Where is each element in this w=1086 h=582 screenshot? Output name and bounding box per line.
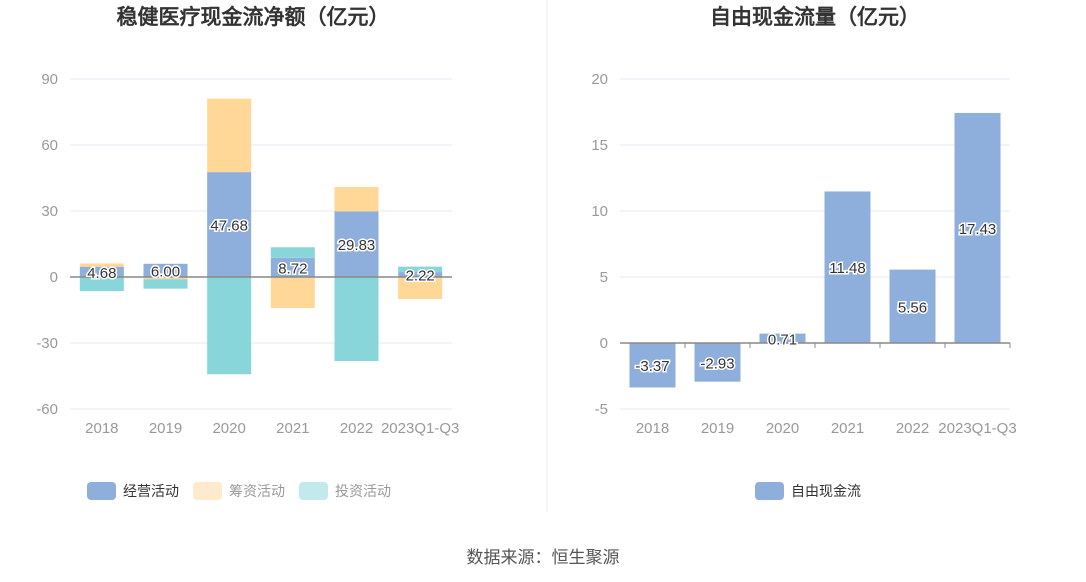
bar-自由现金流 [759, 333, 806, 343]
bar-投资活动 [334, 277, 379, 362]
y-tick-label: 0 [600, 335, 608, 352]
bar-经营活动 [270, 257, 315, 277]
x-tick-label: 2020 [212, 420, 245, 437]
bar-筹资活动 [79, 263, 124, 267]
bar-经营活动 [207, 172, 252, 277]
bar-筹资活动 [334, 186, 379, 212]
x-tick-label: 2019 [149, 420, 182, 437]
bar-筹资活动 [207, 98, 252, 173]
bar-自由现金流 [824, 191, 871, 343]
x-tick-label: 2019 [701, 420, 734, 437]
y-tick-label: -30 [36, 335, 58, 352]
y-tick-label: -60 [36, 401, 58, 418]
bar-投资活动 [398, 266, 443, 273]
legend-swatch [755, 482, 784, 500]
bar-经营活动 [79, 266, 124, 277]
data-label: -3.37 [635, 358, 669, 375]
x-tick-label: 2023Q1-Q3 [381, 420, 459, 437]
legend-swatch [193, 482, 222, 500]
data-label: 47.68 [210, 218, 248, 235]
data-label: 4.68 [87, 265, 116, 282]
x-tick-label: 2020 [766, 420, 799, 437]
bar-筹资活动 [143, 277, 188, 280]
x-tick-label: 2023Q1-Q3 [938, 420, 1016, 437]
legend-swatch [299, 482, 328, 500]
bar-自由现金流 [629, 343, 676, 388]
legend-label: 自由现金流 [791, 483, 861, 499]
bar-投资活动 [207, 277, 252, 375]
legend-label: 筹资活动 [229, 483, 285, 499]
bar-自由现金流 [889, 269, 936, 343]
chart-title: 稳健医疗现金流净额（亿元） [117, 5, 390, 29]
bar-投资活动 [143, 279, 188, 289]
x-tick-label: 2021 [831, 420, 864, 437]
y-tick-label: 20 [591, 71, 608, 88]
x-tick-label: 2022 [896, 420, 929, 437]
y-tick-label: 60 [41, 137, 58, 154]
x-tick-label: 2018 [85, 420, 118, 437]
data-label: 6.00 [151, 263, 180, 280]
y-tick-label: 30 [41, 203, 58, 220]
data-label: 5.56 [898, 299, 927, 316]
y-tick-label: 0 [50, 269, 58, 286]
data-label: 2.22 [406, 268, 435, 285]
chart-title: 自由现金流量（亿元） [710, 5, 920, 29]
bar-经营活动 [398, 272, 443, 277]
y-tick-label: -5 [595, 401, 608, 418]
legend-label: 经营活动 [123, 483, 179, 499]
data-source: 数据来源：恒生聚源 [466, 548, 620, 567]
bar-经营活动 [334, 211, 379, 277]
bar-筹资活动 [270, 277, 315, 309]
bar-经营活动 [143, 263, 188, 277]
y-tick-label: 90 [41, 71, 58, 88]
y-tick-label: 15 [591, 137, 608, 154]
y-tick-label: 5 [600, 269, 608, 286]
data-label: 0.71 [768, 331, 797, 348]
y-tick-label: 10 [591, 203, 608, 220]
bar-筹资活动 [398, 277, 443, 299]
x-tick-label: 2022 [340, 420, 373, 437]
legend-swatch [87, 482, 116, 500]
data-label: 17.43 [959, 221, 997, 238]
x-tick-label: 2021 [276, 420, 309, 437]
legend-label: 投资活动 [335, 483, 391, 499]
data-label: 29.83 [338, 237, 376, 254]
x-tick-label: 2018 [636, 420, 669, 437]
bar-自由现金流 [954, 112, 1001, 343]
bar-投资活动 [79, 277, 124, 292]
data-label: 8.72 [278, 260, 307, 277]
data-label: 11.48 [829, 260, 865, 277]
bar-投资活动 [270, 247, 315, 258]
data-label: -2.93 [700, 355, 734, 372]
bar-自由现金流 [694, 343, 741, 382]
